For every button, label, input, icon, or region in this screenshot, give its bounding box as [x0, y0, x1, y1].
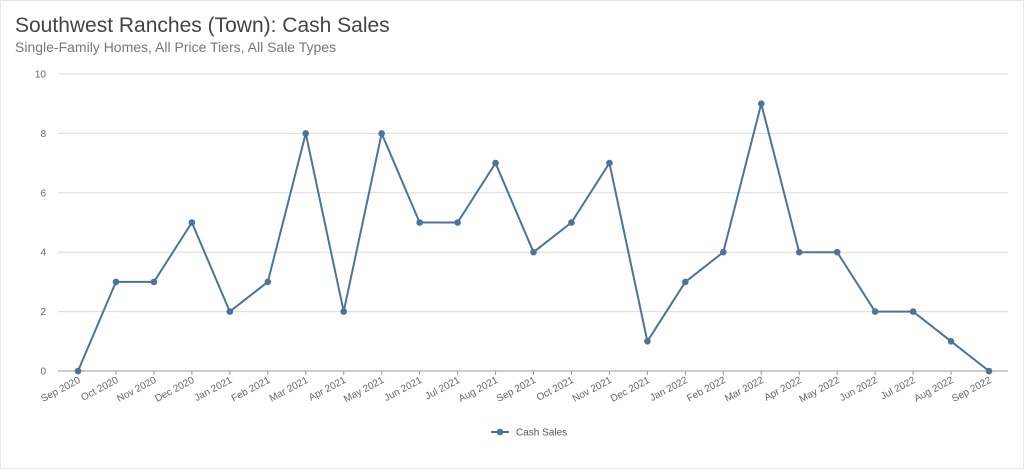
y-tick-label: 6 — [40, 188, 46, 199]
data-point[interactable] — [871, 308, 879, 315]
x-tick-label: Jun 2022 — [838, 375, 880, 404]
data-point[interactable] — [416, 219, 423, 226]
data-point[interactable] — [112, 278, 120, 286]
x-tick-label: Feb 2022 — [685, 375, 728, 405]
x-tick-label: Sep 2021 — [495, 375, 538, 405]
x-tick-label: Aug 2021 — [457, 375, 500, 405]
data-point[interactable] — [530, 248, 537, 256]
x-tick-label: Jul 2021 — [423, 375, 462, 403]
x-tick-label: Nov 2021 — [571, 375, 614, 405]
y-tick-label: 10 — [35, 70, 47, 81]
x-tick-label: Mar 2022 — [723, 375, 766, 405]
legend-marker — [496, 428, 504, 436]
y-tick-label: 4 — [40, 248, 46, 259]
data-point[interactable] — [492, 159, 499, 167]
x-tick-label: Jan 2021 — [193, 375, 235, 404]
data-point[interactable] — [264, 278, 272, 286]
data-point[interactable] — [644, 338, 651, 345]
y-tick-label: 8 — [40, 129, 46, 140]
x-tick-label: Jan 2022 — [648, 375, 690, 404]
chart-title: Southwest Ranches (Town): Cash Sales — [15, 14, 390, 37]
x-tick-label: Mar 2021 — [268, 375, 311, 405]
data-point[interactable] — [795, 248, 803, 256]
x-tick-label: May 2022 — [798, 375, 842, 406]
x-tick-label: Aug 2022 — [912, 375, 955, 405]
y-tick-label: 0 — [40, 367, 46, 378]
x-tick-label: Apr 2022 — [763, 375, 804, 404]
data-point[interactable] — [378, 130, 385, 137]
x-tick-label: Oct 2020 — [79, 375, 120, 404]
data-point[interactable] — [150, 278, 158, 286]
x-tick-label: Dec 2020 — [153, 375, 196, 405]
data-point[interactable] — [947, 338, 955, 345]
x-tick-label: Sep 2022 — [950, 375, 993, 405]
data-point[interactable] — [682, 278, 689, 286]
data-point[interactable] — [340, 308, 348, 315]
chart-subtitle: Single-Family Homes, All Price Tiers, Al… — [15, 39, 337, 55]
x-tick-label: Sep 2020 — [39, 375, 82, 405]
data-point[interactable] — [302, 130, 310, 137]
x-tick-label: Dec 2021 — [609, 375, 652, 405]
x-tick-label: Apr 2021 — [307, 375, 348, 404]
data-point[interactable] — [568, 219, 575, 226]
data-point[interactable] — [74, 367, 82, 375]
x-tick-label: Jul 2022 — [879, 375, 918, 403]
data-point[interactable] — [833, 248, 841, 256]
x-tick-label: May 2021 — [342, 375, 386, 406]
x-tick-label: Oct 2021 — [535, 375, 576, 404]
legend[interactable]: Cash Sales — [491, 428, 567, 439]
x-tick-label: Jun 2021 — [383, 375, 425, 404]
data-point[interactable] — [909, 308, 917, 315]
y-tick-label: 2 — [40, 307, 46, 318]
series-cash-sales — [74, 100, 993, 375]
data-point[interactable] — [985, 367, 993, 375]
x-tick-label: Feb 2021 — [230, 375, 273, 405]
data-point[interactable] — [188, 219, 196, 226]
legend-label: Cash Sales — [516, 428, 567, 439]
x-tick-label: Nov 2020 — [115, 375, 158, 405]
data-point[interactable] — [454, 219, 461, 226]
data-point[interactable] — [226, 308, 234, 315]
data-point[interactable] — [719, 248, 727, 256]
data-point[interactable] — [606, 159, 613, 167]
data-point[interactable] — [757, 100, 765, 107]
gridlines — [58, 73, 1008, 372]
y-axis: 0 2 4 6 8 10 — [35, 70, 47, 378]
series-line — [77, 102, 990, 372]
